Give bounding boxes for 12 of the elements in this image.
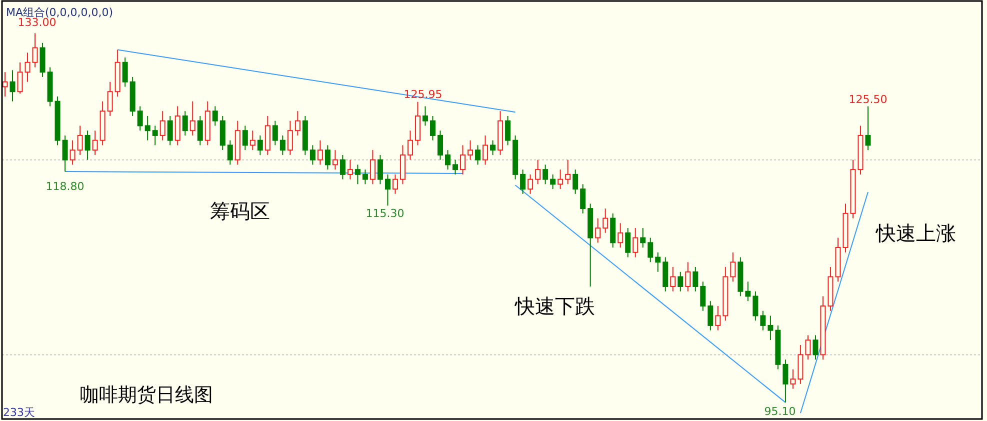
annotation: 233天 xyxy=(3,406,35,419)
title: 咖啡期货日线图 xyxy=(80,384,213,406)
annotation: 118.80 xyxy=(46,180,84,193)
annotation: MA组合(0,0,0,0,0,0) xyxy=(6,6,114,19)
annotation: 125.95 xyxy=(404,88,442,101)
annotation: 快速上涨 xyxy=(876,221,956,245)
annotation: 快速下跌 xyxy=(515,294,595,318)
annotation: 筹码区 xyxy=(210,199,270,223)
annotation: 115.30 xyxy=(366,207,404,220)
annotation: 95.10 xyxy=(764,405,796,418)
annotation: 133.00 xyxy=(18,16,56,29)
annotation: 125.50 xyxy=(848,93,888,106)
